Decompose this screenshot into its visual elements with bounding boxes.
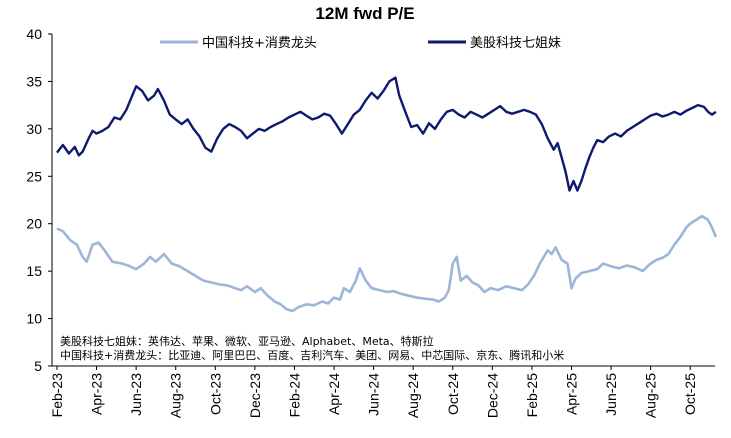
x-tick-label: Aug-25 (643, 373, 659, 418)
axes (51, 34, 715, 367)
x-tick-label: Apr-25 (563, 373, 579, 415)
x-tick-label: Apr-24 (326, 373, 342, 415)
x-tick-label: Jun-23 (128, 373, 144, 416)
legend: 中国科技+消费龙头 美股科技七姐妹 (160, 36, 561, 51)
y-tick-label: 25 (26, 168, 42, 184)
x-tick-label: Aug-23 (168, 373, 184, 418)
x-tick-label: Oct-24 (445, 373, 461, 415)
legend-label-china: 中国科技+消费龙头 (202, 36, 317, 51)
legend-label-us: 美股科技七姐妹 (470, 36, 561, 51)
y-tick-label: 5 (34, 358, 42, 374)
x-tick-label: Jun-25 (603, 373, 619, 416)
x-tick-label: Feb-25 (524, 373, 540, 418)
x-tick-label: Oct-23 (207, 373, 223, 415)
y-tick-label: 15 (26, 263, 42, 279)
annotation-china-members: 中国科技+消费龙头：比亚迪、阿里巴巴、百度、吉利汽车、美团、网易、中芯国际、京东… (60, 348, 564, 362)
annotations: 美股科技七姐妹：英伟达、苹果、微软、亚马逊、Alphabet、Meta、特斯拉 … (60, 334, 564, 362)
x-tick-label: Jun-24 (366, 373, 382, 416)
x-tick-label: Feb-23 (49, 373, 65, 418)
y-tick-label: 40 (26, 26, 42, 42)
y-tick-label: 30 (26, 121, 42, 137)
chart-title: 12M fwd P/E (315, 4, 414, 23)
annotation-us-members: 美股科技七姐妹：英伟达、苹果、微软、亚马逊、Alphabet、Meta、特斯拉 (60, 334, 434, 348)
x-tick-label: Dec-23 (247, 373, 263, 418)
x-tick-label: Apr-23 (89, 373, 105, 415)
series-lines (56, 76, 718, 313)
x-tick-label: Oct-25 (682, 373, 698, 415)
y-tick-label: 20 (26, 216, 42, 232)
x-tick-label: Feb-24 (286, 373, 302, 418)
series-line-us-magnificent-seven (56, 76, 717, 192)
y-ticks: 5 10 15 20 25 30 35 40 (26, 26, 52, 374)
x-tick-label: Aug-24 (405, 373, 421, 418)
series-line-china-tech-consumer (56, 214, 718, 313)
y-tick-label: 10 (26, 311, 42, 327)
x-tick-label: Dec-24 (484, 373, 500, 418)
x-ticks: Feb-23 Apr-23 Jun-23 Aug-23 Oct-23 Dec-23 Feb-… (49, 366, 698, 418)
y-tick-label: 35 (26, 73, 42, 89)
